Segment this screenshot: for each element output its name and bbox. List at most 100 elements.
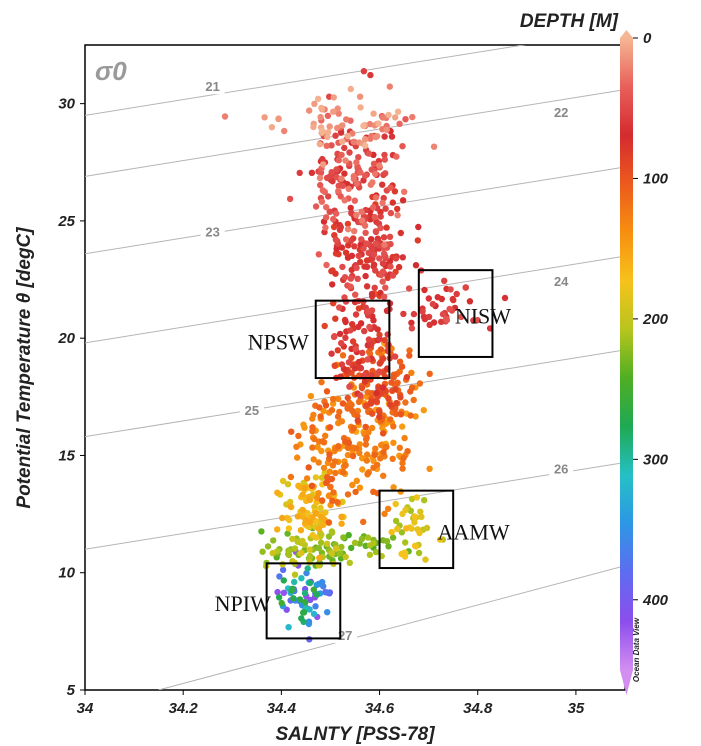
scatter-point xyxy=(323,214,330,221)
scatter-point xyxy=(380,250,388,257)
scatter-point xyxy=(346,383,353,390)
scatter-point xyxy=(356,449,363,457)
scatter-point xyxy=(319,497,326,504)
scatter-point xyxy=(307,392,315,400)
scatter-point xyxy=(306,546,313,553)
scatter-point xyxy=(400,454,407,462)
scatter-point xyxy=(359,349,366,356)
scatter-point xyxy=(422,556,429,563)
scatter-point xyxy=(317,504,324,512)
scatter-point xyxy=(332,236,340,243)
scatter-point xyxy=(353,180,360,187)
scatter-point xyxy=(353,159,360,166)
scatter-point xyxy=(406,347,413,354)
scatter-point xyxy=(319,161,327,168)
scatter-point xyxy=(321,322,328,330)
scatter-point xyxy=(332,270,339,277)
scatter-point xyxy=(355,252,362,259)
scatter-point xyxy=(396,444,403,451)
scatter-point xyxy=(383,126,390,133)
scatter-point xyxy=(341,274,349,281)
scatter-point xyxy=(392,386,399,393)
scatter-point xyxy=(358,535,366,543)
scatter-point xyxy=(370,251,378,258)
scatter-point xyxy=(361,327,368,335)
scatter-point xyxy=(311,100,318,108)
scatter-point xyxy=(284,530,291,537)
scatter-point xyxy=(339,400,347,407)
scatter-point xyxy=(396,120,403,128)
scatter-point xyxy=(344,491,352,498)
scatter-point xyxy=(379,430,387,437)
scatter-point xyxy=(315,545,323,552)
scatter-point xyxy=(313,581,320,589)
scatter-point xyxy=(399,459,406,467)
scatter-point xyxy=(320,464,328,472)
scatter-point xyxy=(324,133,331,141)
scatter-point xyxy=(317,413,324,420)
scatter-point xyxy=(342,157,349,164)
scatter-point xyxy=(347,327,354,334)
scatter-point xyxy=(323,174,331,182)
scatter-point xyxy=(401,434,408,442)
scatter-point xyxy=(369,204,377,211)
scatter-point xyxy=(365,308,372,315)
isopycnal-label-bg xyxy=(549,460,574,477)
scatter-point xyxy=(329,281,336,288)
scatter-point xyxy=(268,124,276,131)
scatter-point xyxy=(329,497,336,504)
scatter-point xyxy=(368,236,375,243)
scatter-point xyxy=(398,550,405,558)
scatter-point xyxy=(330,215,337,223)
scatter-point xyxy=(364,451,371,458)
x-tick-label: 35 xyxy=(568,700,585,717)
scatter-point xyxy=(333,166,340,173)
water-mass-boxes: NPSW NISW AAMW NPIW xyxy=(215,269,511,640)
scatter-point xyxy=(332,132,339,139)
scatter-point xyxy=(385,395,392,402)
scatter-point xyxy=(297,527,305,534)
scatter-point xyxy=(345,185,352,192)
scatter-point xyxy=(372,267,379,274)
scatter-point xyxy=(359,466,366,473)
scatter-point xyxy=(338,513,345,520)
scatter-point xyxy=(294,513,301,520)
scatter-point xyxy=(397,229,404,237)
scatter-point xyxy=(373,133,381,140)
scatter-point xyxy=(281,127,288,135)
scatter-point xyxy=(383,538,391,545)
scatter-point xyxy=(332,545,340,552)
scatter-point xyxy=(376,335,383,343)
scatter-point xyxy=(334,105,341,112)
scatter-point xyxy=(408,369,415,376)
scatter-point xyxy=(323,388,331,395)
scatter-point xyxy=(370,324,378,331)
water-mass-box xyxy=(378,489,455,570)
scatter-point xyxy=(396,358,404,365)
scatter-point xyxy=(335,187,342,195)
scatter-point xyxy=(371,451,378,459)
scatter-point xyxy=(276,573,283,580)
isopycnal-line xyxy=(85,166,625,255)
scatter-point xyxy=(330,223,338,231)
scatter-point xyxy=(353,264,360,272)
scatter-point xyxy=(326,451,333,458)
scatter-point xyxy=(338,361,346,368)
scatter-point xyxy=(390,439,397,446)
scatter-points xyxy=(221,68,509,643)
scatter-point xyxy=(337,223,344,231)
scatter-point xyxy=(325,193,332,200)
scatter-point xyxy=(310,123,317,131)
scatter-point xyxy=(345,531,352,539)
scatter-point xyxy=(306,496,314,504)
scatter-point xyxy=(326,424,334,431)
scatter-point xyxy=(370,457,377,464)
scatter-point xyxy=(362,441,370,448)
scatter-point xyxy=(336,550,344,557)
scatter-point xyxy=(328,142,335,149)
scatter-point xyxy=(350,138,357,145)
scatter-point xyxy=(426,465,433,472)
scatter-point xyxy=(385,543,392,550)
scatter-point xyxy=(430,143,438,150)
scatter-point xyxy=(429,300,437,308)
